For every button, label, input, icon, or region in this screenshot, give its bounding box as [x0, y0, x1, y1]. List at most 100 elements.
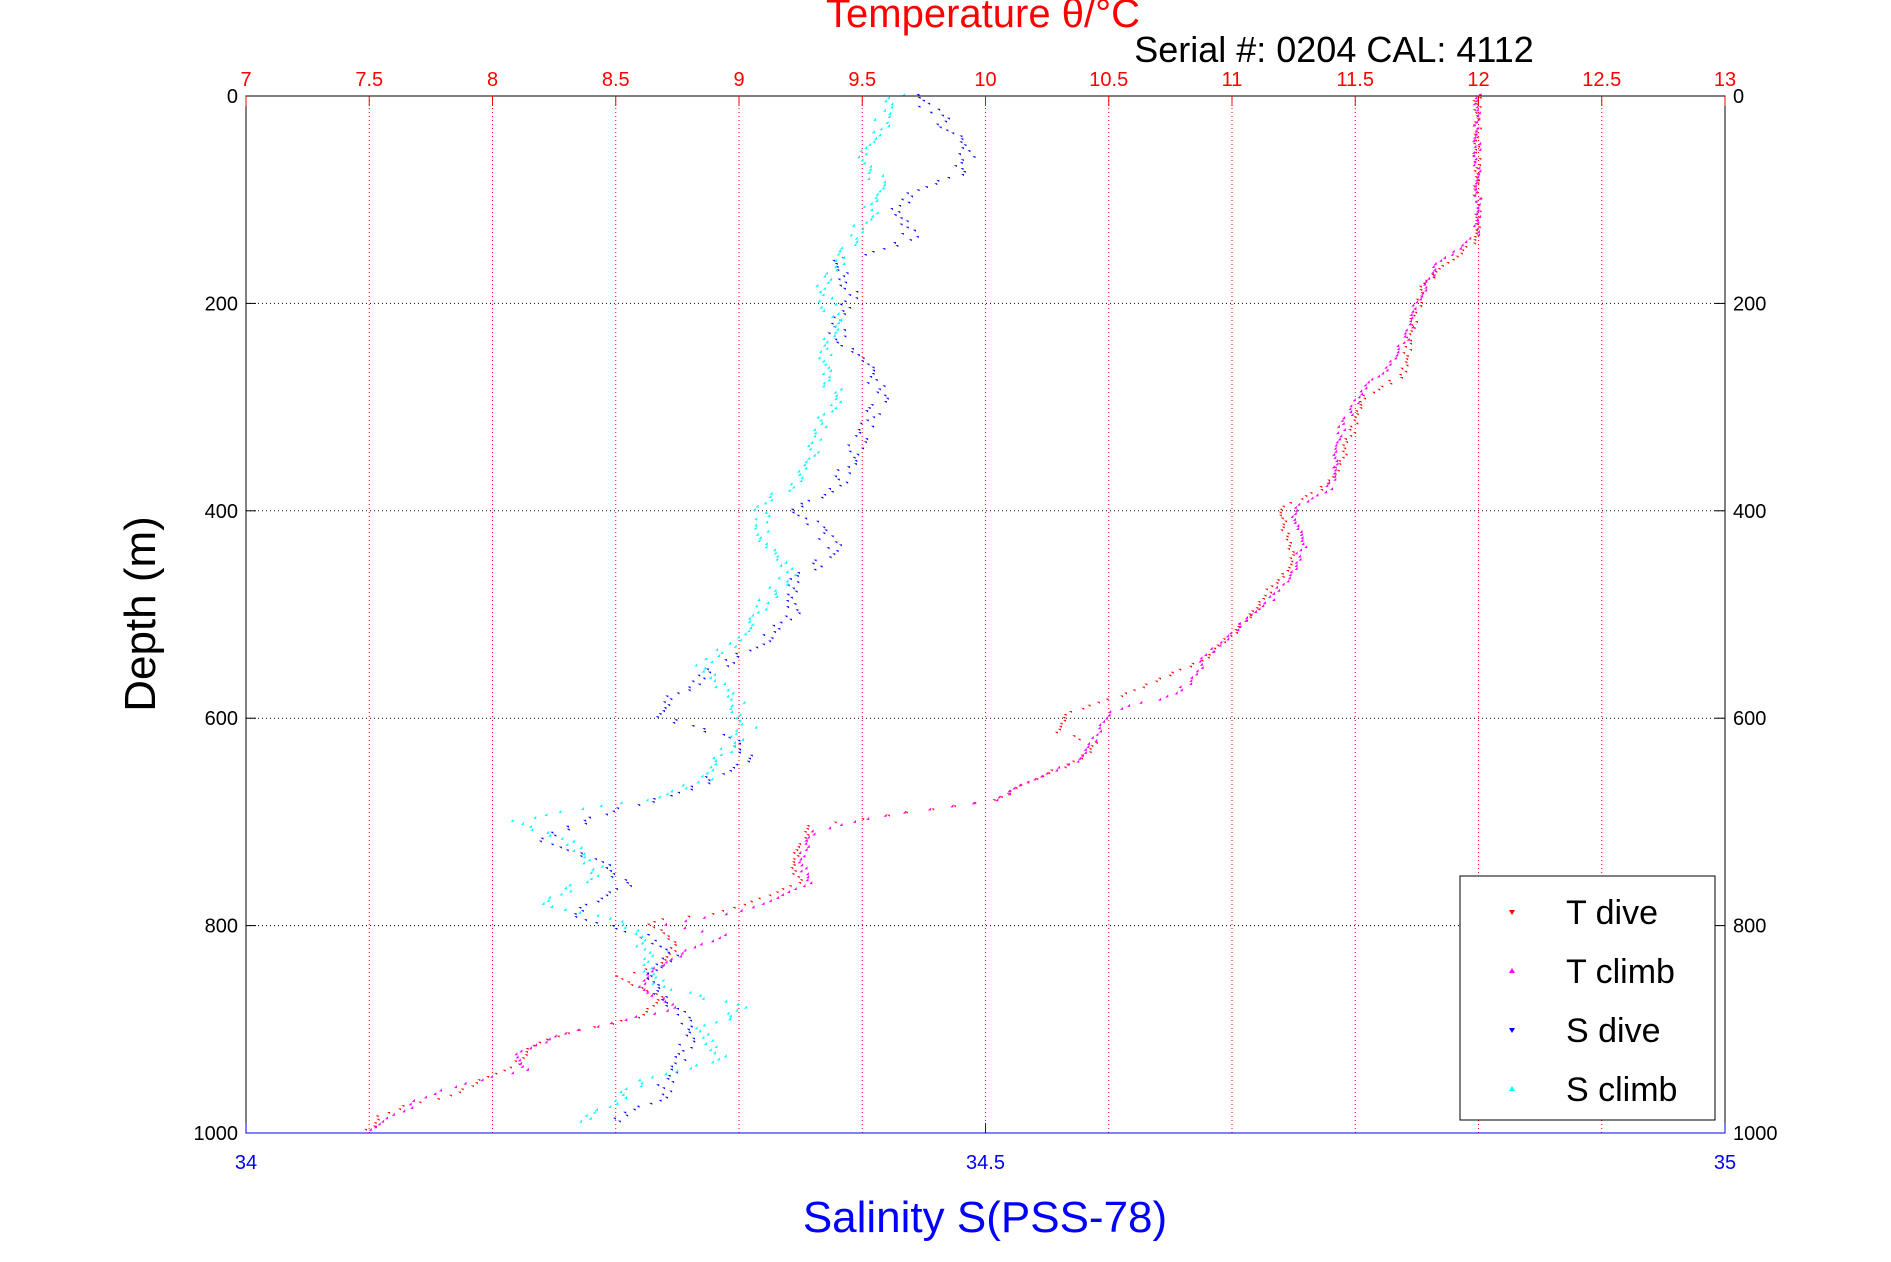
- data-point: [821, 337, 825, 341]
- data-point: [1421, 291, 1425, 295]
- data-point: [775, 891, 779, 894]
- data-point: [792, 852, 796, 855]
- data-point: [1301, 542, 1305, 546]
- data-point: [1478, 147, 1482, 151]
- data-point: [669, 789, 673, 793]
- data-point: [1478, 164, 1482, 167]
- data-point: [802, 854, 806, 858]
- data-point: [490, 1074, 494, 1078]
- data-point: [821, 359, 825, 363]
- data-point: [1226, 637, 1230, 641]
- data-point: [869, 208, 873, 212]
- data-point: [874, 379, 878, 382]
- data-point: [1081, 707, 1085, 710]
- data-point: [713, 762, 717, 766]
- data-point: [661, 978, 665, 982]
- data-point: [667, 704, 671, 707]
- data-point: [805, 523, 809, 526]
- data-point: [793, 870, 797, 873]
- data-point: [790, 508, 794, 511]
- data-point: [701, 996, 705, 1000]
- data-point: [800, 475, 804, 479]
- data-point: [697, 674, 701, 677]
- data-point: [594, 858, 598, 861]
- data-point: [623, 1111, 627, 1114]
- data-point: [694, 663, 698, 667]
- temperature-tick-label: 8: [487, 69, 498, 91]
- data-point: [680, 951, 684, 955]
- data-point: [1063, 766, 1067, 769]
- data-point: [621, 1093, 625, 1097]
- data-point: [785, 570, 789, 574]
- data-point: [869, 164, 873, 168]
- data-point: [1477, 111, 1481, 115]
- data-point: [1424, 279, 1428, 283]
- data-point: [927, 102, 931, 105]
- data-point: [1402, 340, 1406, 344]
- data-point: [411, 1098, 415, 1102]
- data-point: [847, 472, 851, 475]
- data-point: [747, 616, 751, 620]
- data-point: [945, 129, 949, 132]
- data-point: [669, 1068, 673, 1071]
- data-point: [665, 956, 669, 959]
- data-point: [898, 205, 902, 208]
- data-point: [1331, 465, 1335, 469]
- data-point: [1405, 355, 1409, 358]
- data-point: [1476, 175, 1480, 179]
- data-point: [865, 419, 869, 422]
- data-point: [1199, 656, 1203, 660]
- data-point: [1388, 359, 1392, 363]
- data-point: [1338, 463, 1342, 466]
- data-point: [524, 1054, 528, 1057]
- data-point: [842, 329, 846, 332]
- data-point: [729, 734, 733, 738]
- data-point: [832, 553, 836, 556]
- data-point: [628, 885, 632, 888]
- data-point: [881, 186, 885, 190]
- data-point: [866, 816, 870, 820]
- depth-tick-label-right: 0: [1733, 86, 1744, 108]
- data-point: [666, 1078, 670, 1081]
- data-point: [885, 397, 889, 400]
- data-point: [1377, 388, 1381, 391]
- data-point: [1363, 383, 1367, 387]
- data-point: [712, 678, 716, 682]
- data-point: [871, 251, 875, 254]
- depth-tick-label-right: 1000: [1733, 1123, 1778, 1145]
- data-point: [719, 753, 723, 757]
- data-point: [826, 365, 830, 369]
- data-point: [1292, 517, 1296, 521]
- data-point: [813, 434, 817, 438]
- data-point: [787, 488, 791, 492]
- data-point: [1473, 184, 1477, 188]
- data-point: [643, 981, 647, 985]
- data-point: [1285, 535, 1289, 538]
- data-point: [879, 127, 883, 131]
- data-point: [672, 722, 676, 725]
- data-point: [766, 529, 770, 533]
- data-point: [1077, 738, 1081, 741]
- data-point: [1076, 759, 1080, 763]
- data-point: [819, 305, 823, 309]
- data-point: [1403, 331, 1407, 335]
- data-point: [457, 1091, 461, 1094]
- data-point: [528, 824, 532, 828]
- data-point: [735, 656, 739, 659]
- data-point: [705, 771, 709, 775]
- data-point: [665, 1008, 669, 1012]
- data-point: [1026, 780, 1030, 784]
- data-point: [1222, 638, 1226, 641]
- data-point: [864, 220, 868, 224]
- data-point: [1211, 649, 1215, 653]
- data-point: [654, 969, 658, 972]
- data-point: [1396, 344, 1400, 348]
- data-point: [1414, 311, 1418, 314]
- data-point: [608, 870, 612, 873]
- data-point: [1356, 401, 1360, 405]
- data-point: [822, 381, 826, 385]
- data-point: [872, 369, 876, 372]
- data-point: [677, 1043, 681, 1046]
- data-point: [1341, 444, 1345, 447]
- data-point: [1409, 330, 1413, 333]
